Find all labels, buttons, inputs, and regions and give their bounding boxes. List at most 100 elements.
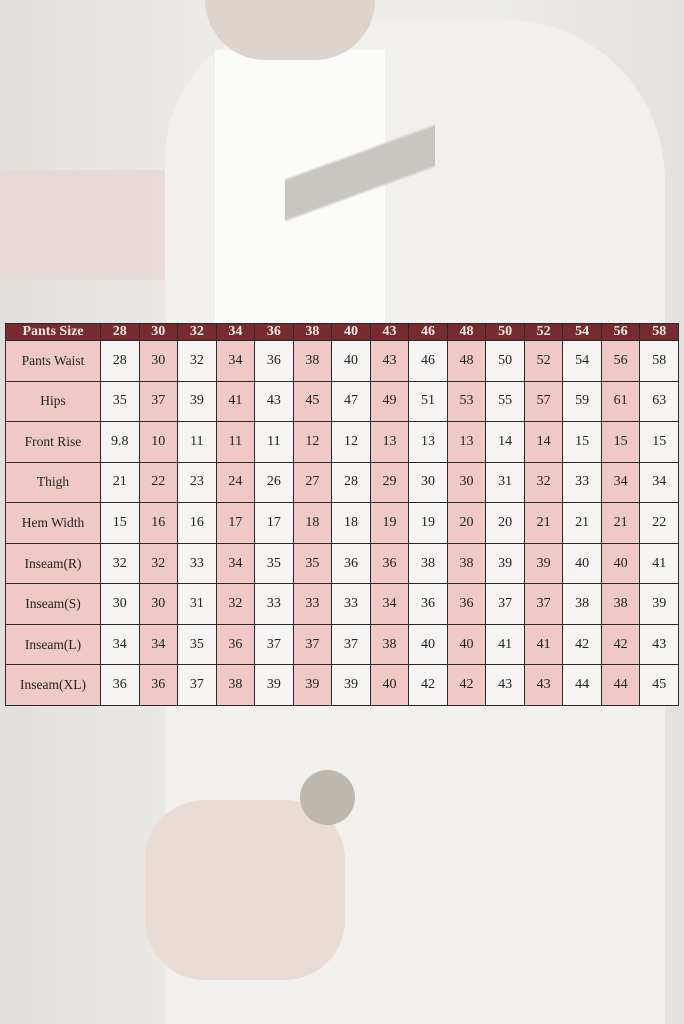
table-row: Hem Width 15 16 16 17 17 18 18 19 19 20 20 21 21 21 22 — [5, 502, 679, 544]
table-cell: 38 — [446, 542, 487, 585]
table-cell: 35 — [100, 380, 140, 423]
table-cell: 18 — [331, 502, 371, 544]
table-cell: 53 — [446, 380, 487, 423]
table-cell: 34 — [138, 623, 179, 666]
table-cell: 54 — [562, 340, 602, 382]
row-label: Thigh — [5, 461, 101, 504]
table-cell: 34 — [100, 623, 140, 666]
size-header-cell: 58 — [639, 323, 679, 341]
table-cell: 63 — [639, 380, 679, 423]
table-cell: 28 — [331, 461, 371, 504]
table-cell: 16 — [177, 502, 217, 544]
table-cell: 31 — [485, 461, 525, 504]
table-cell: 17 — [254, 502, 294, 544]
table-cell: 42 — [408, 664, 448, 706]
table-cell: 51 — [408, 380, 448, 423]
table-cell: 43 — [639, 623, 679, 666]
table-cell: 34 — [600, 461, 641, 504]
size-header-cell: 46 — [408, 323, 448, 341]
table-cell: 33 — [331, 583, 371, 625]
table-cell: 52 — [523, 340, 564, 382]
size-chart: Pants Size 28 30 32 34 36 38 40 43 46 48 50 52 54 56 58… — [5, 323, 679, 706]
watch — [300, 770, 355, 825]
table-cell: 36 — [408, 583, 448, 625]
table-cell: 39 — [177, 380, 217, 423]
table-cell: 38 — [369, 623, 410, 666]
table-cell: 41 — [639, 542, 679, 585]
table-cell: 50 — [485, 340, 525, 382]
table-cell: 34 — [215, 340, 256, 382]
size-header-cell: 36 — [254, 323, 294, 341]
table-cell: 14 — [485, 421, 525, 463]
table-cell: 27 — [292, 461, 333, 504]
table-cell: 21 — [523, 502, 564, 544]
hand — [145, 800, 345, 980]
table-cell: 38 — [562, 583, 602, 625]
table-cell: 35 — [177, 623, 217, 666]
table-cell: 32 — [215, 583, 256, 625]
header-row: Pants Size 28 30 32 34 36 38 40 43 46 48 50 52 54 56 58 — [5, 323, 679, 341]
table-cell: 37 — [485, 583, 525, 625]
row-label: Hips — [5, 380, 101, 423]
table-cell: 44 — [600, 664, 641, 706]
table-cell: 37 — [177, 664, 217, 706]
table-cell: 43 — [254, 380, 294, 423]
row-label: Inseam(R) — [5, 542, 101, 585]
table-cell: 30 — [100, 583, 140, 625]
table-cell: 20 — [485, 502, 525, 544]
size-chart-table: Pants Size 28 30 32 34 36 38 40 43 46 48 50 52 54 56 58… — [5, 323, 679, 706]
row-label: Hem Width — [5, 502, 101, 544]
table-cell: 14 — [523, 421, 564, 463]
table-cell: 36 — [446, 583, 487, 625]
table-cell: 42 — [446, 664, 487, 706]
table-cell: 35 — [292, 542, 333, 585]
table-cell: 36 — [369, 542, 410, 585]
table-cell: 13 — [446, 421, 487, 463]
table-cell: 49 — [369, 380, 410, 423]
size-header-cell: 28 — [100, 323, 140, 341]
table-cell: 22 — [138, 461, 179, 504]
table-cell: 39 — [523, 542, 564, 585]
table-cell: 30 — [138, 340, 179, 382]
size-header-cell: 34 — [215, 323, 256, 341]
table-cell: 21 — [562, 502, 602, 544]
table-cell: 58 — [639, 340, 679, 382]
table-cell: 11 — [254, 421, 294, 463]
table-cell: 40 — [331, 340, 371, 382]
table-cell: 33 — [254, 583, 294, 625]
table-row: Hips 35 37 39 41 43 45 47 49 51 53 55 57 59 61 63 — [5, 380, 679, 423]
table-cell: 28 — [100, 340, 140, 382]
size-header-cell: 48 — [446, 323, 487, 341]
table-cell: 11 — [215, 421, 256, 463]
table-cell: 41 — [523, 623, 564, 666]
table-cell: 30 — [446, 461, 487, 504]
table-cell: 19 — [408, 502, 448, 544]
table-cell: 37 — [292, 623, 333, 666]
size-header-cell: 43 — [369, 323, 410, 341]
size-header-cell: 38 — [292, 323, 333, 341]
table-cell: 56 — [600, 340, 641, 382]
table-cell: 44 — [562, 664, 602, 706]
table-cell: 26 — [254, 461, 294, 504]
row-label: Inseam(XL) — [5, 664, 101, 706]
table-cell: 23 — [177, 461, 217, 504]
size-header-cell: 32 — [177, 323, 217, 341]
table-cell: 36 — [100, 664, 140, 706]
table-cell: 21 — [100, 461, 140, 504]
table-cell: 12 — [292, 421, 333, 463]
table-cell: 17 — [215, 502, 256, 544]
table-cell: 36 — [331, 542, 371, 585]
table-cell: 42 — [600, 623, 641, 666]
table-cell: 37 — [254, 623, 294, 666]
table-cell: 47 — [331, 380, 371, 423]
table-cell: 41 — [215, 380, 256, 423]
table-cell: 32 — [138, 542, 179, 585]
table-cell: 39 — [254, 664, 294, 706]
table-cell: 37 — [331, 623, 371, 666]
table-cell: 39 — [639, 583, 679, 625]
table-cell: 15 — [639, 421, 679, 463]
table-cell: 12 — [331, 421, 371, 463]
table-cell: 11 — [177, 421, 217, 463]
table-cell: 38 — [215, 664, 256, 706]
row-label: Inseam(S) — [5, 583, 101, 625]
